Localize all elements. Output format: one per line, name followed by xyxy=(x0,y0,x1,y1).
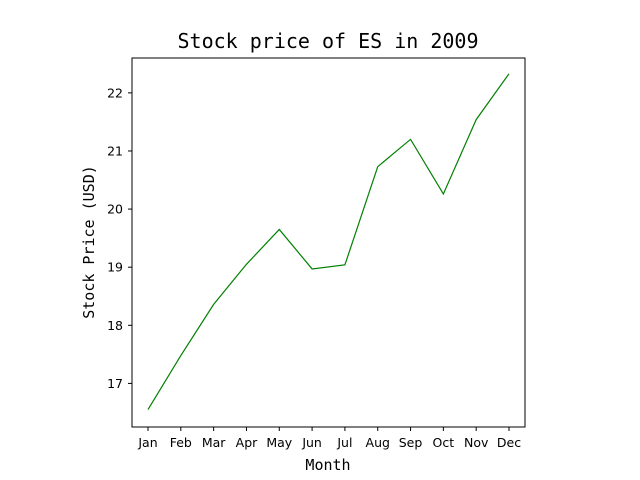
y-tick-label: 19 xyxy=(107,260,123,275)
x-tick-label: May xyxy=(266,435,292,450)
series-group xyxy=(147,73,510,410)
x-axis-label: Month xyxy=(305,456,350,474)
x-tick-label: Oct xyxy=(433,435,455,450)
series-line xyxy=(147,73,510,410)
y-tick-label: 21 xyxy=(107,143,123,158)
y-axis-label: Stock Price (USD) xyxy=(80,165,98,319)
chart-title: Stock price of ES in 2009 xyxy=(177,29,478,53)
x-tick-label: Aug xyxy=(366,435,390,450)
x-tick-label: Jun xyxy=(301,435,322,450)
y-axis: 17 18 19 20 21 22 xyxy=(107,85,132,391)
x-tick-label: Jul xyxy=(336,435,352,450)
x-tick-label: Sep xyxy=(399,435,423,450)
x-tick-label: Feb xyxy=(170,435,192,450)
plot-frame xyxy=(131,57,526,428)
x-tick-label: Nov xyxy=(464,435,489,450)
x-tick-label: Jan xyxy=(137,435,157,450)
x-axis: Jan Feb Mar Apr May Jun Jul Aug Sep Oct Nov Dec xyxy=(137,427,521,450)
y-tick-label: 20 xyxy=(107,202,123,217)
x-tick-label: Apr xyxy=(236,435,258,450)
y-tick-label: 17 xyxy=(107,376,123,391)
x-tick-label: Mar xyxy=(202,435,226,450)
y-tick-label: 18 xyxy=(107,318,123,333)
x-tick-label: Dec xyxy=(497,435,521,450)
y-tick-label: 22 xyxy=(107,85,123,100)
